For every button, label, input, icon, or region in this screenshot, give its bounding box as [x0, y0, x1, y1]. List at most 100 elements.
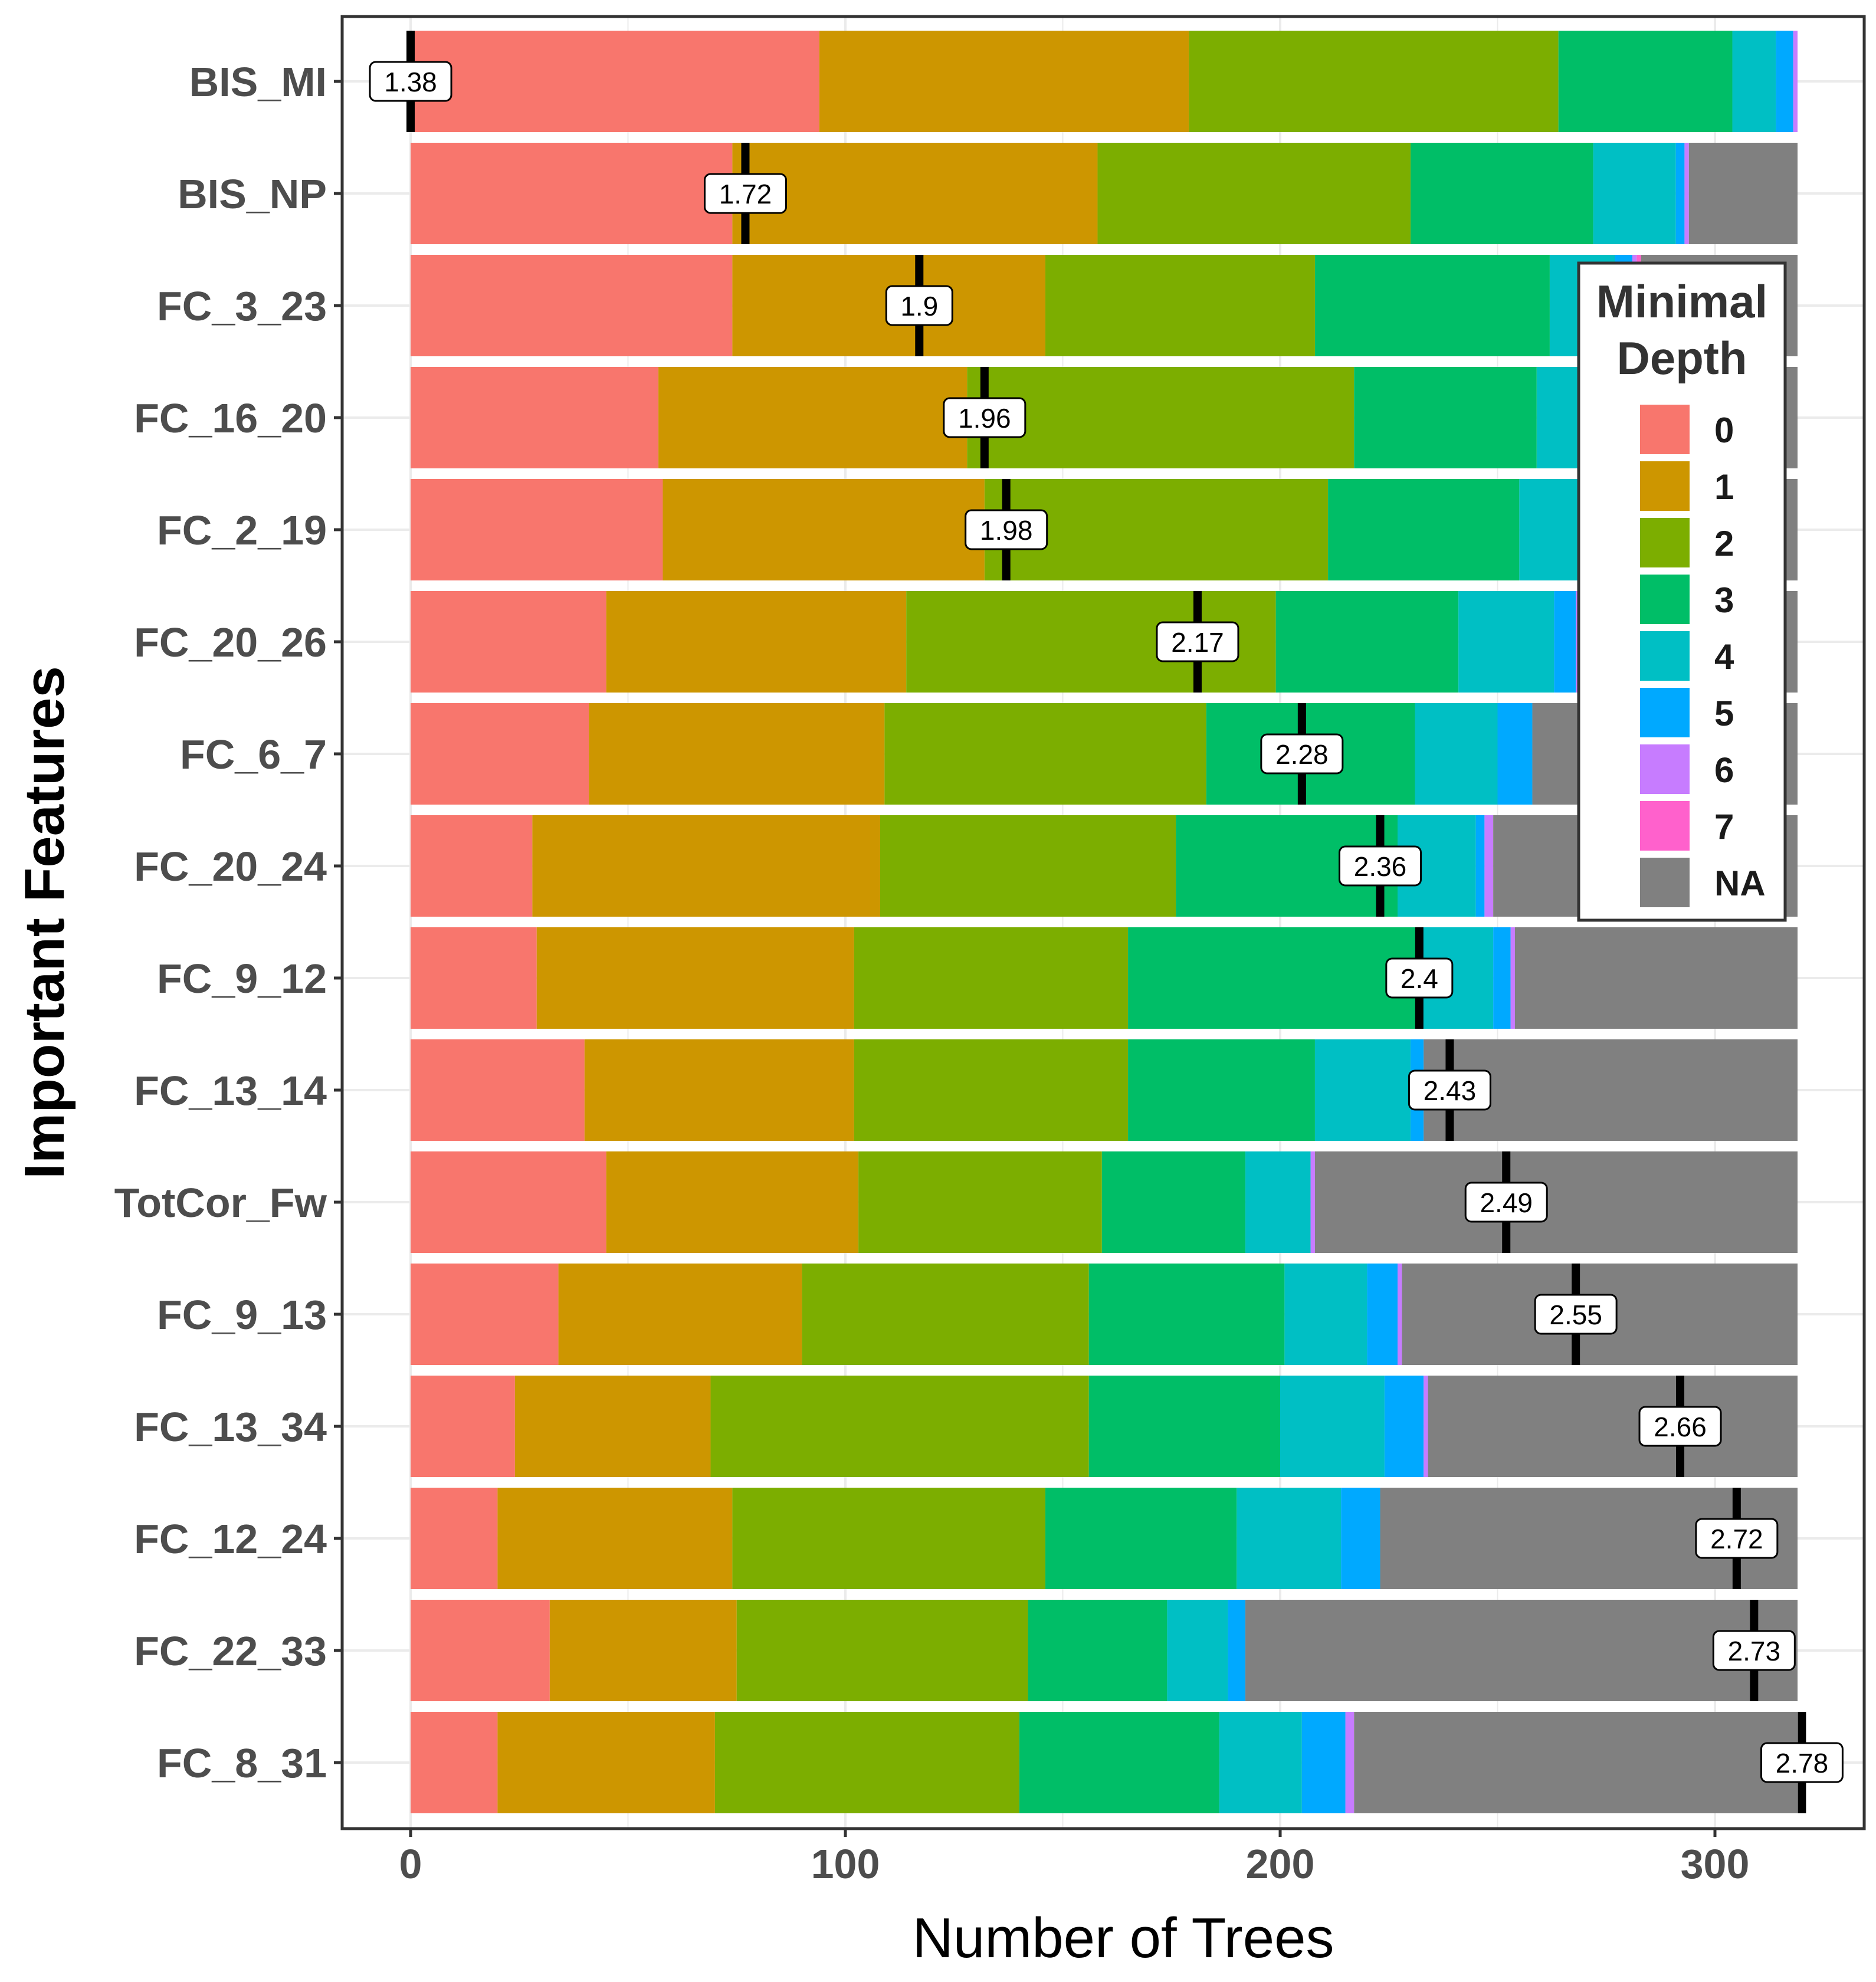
bar-segment-BIS_MI-depth-2 [1189, 31, 1559, 132]
bar-segment-FC_2_19-depth-1 [662, 479, 985, 580]
bar-segment-FC_22_33-depth-NA [1245, 1600, 1798, 1701]
bar-segment-TotCor_Fw-depth-0 [411, 1151, 606, 1253]
legend-label-1: 1 [1714, 467, 1734, 507]
bar-segment-FC_9_12-depth-0 [411, 927, 537, 1029]
y-tick-label-FC_9_12: FC_9_12 [157, 956, 327, 1002]
y-tick-label-FC_12_24: FC_12_24 [134, 1516, 327, 1562]
bar-segment-BIS_NP-depth-0 [411, 143, 733, 244]
bar-segment-FC_8_31-depth-5 [1301, 1712, 1346, 1813]
bar-segment-FC_22_33-depth-4 [1167, 1600, 1228, 1701]
bar-segment-FC_8_31-depth-2 [714, 1712, 1019, 1813]
bar-segment-FC_13_34-depth-6 [1424, 1376, 1428, 1477]
x-tick-label-0: 0 [399, 1841, 422, 1887]
legend-label-6: 6 [1714, 750, 1734, 790]
legend-key-1 [1640, 461, 1690, 511]
legend-key-2 [1640, 518, 1690, 567]
bar-segment-FC_20_24-depth-6 [1484, 815, 1494, 917]
bar-segment-FC_13_34-depth-NA [1428, 1376, 1798, 1477]
legend-label-3: 3 [1714, 580, 1734, 620]
bar-segment-BIS_MI-depth-6 [1793, 31, 1798, 132]
bar-segment-FC_9_12-depth-1 [536, 927, 854, 1029]
x-axis-ticks: 0 100 200 300 [399, 1829, 1749, 1887]
legend-key-4 [1640, 631, 1690, 681]
bar-segment-FC_6_7-depth-4 [1415, 703, 1498, 805]
stacked-bars [411, 31, 1798, 1813]
bar-segment-BIS_NP-depth-4 [1593, 143, 1676, 244]
bar-segment-FC_12_24-depth-1 [497, 1488, 733, 1589]
bar-segment-FC_13_14-depth-0 [411, 1039, 585, 1141]
bar-segment-FC_8_31-depth-6 [1345, 1712, 1354, 1813]
y-tick-label-FC_3_23: FC_3_23 [157, 283, 327, 329]
bar-segment-FC_20_26-depth-1 [606, 591, 907, 693]
bar-segment-FC_16_20-depth-0 [411, 367, 659, 468]
bar-segment-FC_20_26-depth-3 [1275, 591, 1459, 693]
bar-segment-BIS_NP-depth-5 [1675, 143, 1685, 244]
y-tick-label-BIS_NP: BIS_NP [178, 171, 327, 217]
mean-label-FC_3_23: 1.9 [900, 291, 938, 321]
y-tick-label-FC_2_19: FC_2_19 [157, 507, 327, 553]
bar-segment-FC_13_34-depth-5 [1384, 1376, 1424, 1477]
legend-label-7: 7 [1714, 807, 1734, 846]
bar-segment-FC_9_13-depth-5 [1367, 1264, 1398, 1365]
bar-segment-FC_22_33-depth-3 [1028, 1600, 1167, 1701]
y-tick-label-BIS_MI: BIS_MI [189, 59, 327, 105]
bar-segment-FC_2_19-depth-0 [411, 479, 663, 580]
mean-label-FC_9_13: 2.55 [1549, 1300, 1602, 1330]
mean-label-box-TotCor_Fw [1464, 1182, 1548, 1223]
x-tick-label-200: 200 [1246, 1841, 1315, 1887]
y-axis-ticks: BIS_MI BIS_NP FC_3_23 FC_16_20 FC_2_19 FC_20_… [114, 59, 342, 1786]
bar-segment-FC_9_13-depth-6 [1397, 1264, 1402, 1365]
y-tick-label-FC_22_33: FC_22_33 [134, 1628, 327, 1674]
bar-segment-FC_16_20-depth-3 [1354, 367, 1537, 468]
bar-segment-FC_12_24-depth-4 [1237, 1488, 1342, 1589]
bar-segment-BIS_NP-depth-NA [1688, 143, 1798, 244]
mean-label-FC_8_31: 2.78 [1776, 1748, 1829, 1778]
mean-label-box-FC_2_19 [965, 509, 1048, 550]
mean-label-FC_13_34: 2.66 [1654, 1412, 1707, 1442]
mean-label-box-FC_13_14 [1408, 1069, 1491, 1111]
mean-label-box-FC_3_23 [885, 285, 953, 326]
mean-label-BIS_NP: 1.72 [719, 179, 772, 209]
legend-key-3 [1640, 575, 1690, 624]
y-tick-label-FC_20_24: FC_20_24 [134, 844, 327, 890]
legend-key-6 [1640, 744, 1690, 794]
bar-segment-FC_9_12-depth-NA [1514, 927, 1798, 1029]
legend-key-0 [1640, 405, 1690, 454]
x-axis-title: Number of Trees [913, 1906, 1334, 1970]
bar-segment-FC_3_23-depth-3 [1314, 255, 1550, 356]
bar-segment-BIS_MI-depth-4 [1732, 31, 1776, 132]
mean-label-TotCor_Fw: 2.49 [1480, 1187, 1533, 1218]
bar-segment-FC_16_20-depth-1 [658, 367, 967, 468]
mean-label-FC_20_26: 2.17 [1171, 627, 1224, 658]
panel-border [340, 15, 1866, 1830]
bar-segment-FC_2_19-depth-3 [1328, 479, 1520, 580]
bar-segment-FC_6_7-depth-0 [411, 703, 589, 805]
bar-segment-FC_22_33-depth-5 [1228, 1600, 1246, 1701]
y-tick-label-TotCor_Fw: TotCor_Fw [114, 1180, 327, 1226]
mean-label-BIS_MI: 1.38 [384, 67, 437, 97]
bar-segment-FC_8_31-depth-1 [497, 1712, 715, 1813]
mean-label-box-FC_16_20 [943, 397, 1026, 438]
bar-segment-FC_8_31-depth-4 [1219, 1712, 1302, 1813]
mean-label-FC_22_33: 2.73 [1728, 1636, 1781, 1666]
bar-segment-FC_9_12-depth-3 [1128, 927, 1419, 1029]
bar-segment-FC_13_34-depth-1 [514, 1376, 711, 1477]
mean-label-FC_20_24: 2.36 [1354, 851, 1407, 882]
mean-label-box-FC_20_26 [1156, 621, 1239, 662]
y-tick-label-FC_6_7: FC_6_7 [180, 731, 327, 777]
bar-segment-FC_13_14-depth-4 [1314, 1039, 1411, 1141]
y-tick-label-FC_16_20: FC_16_20 [134, 395, 327, 441]
bar-segment-FC_6_7-depth-1 [589, 703, 885, 805]
bar-segment-FC_20_24-depth-1 [532, 815, 880, 917]
bar-segment-FC_8_31-depth-3 [1019, 1712, 1219, 1813]
legend-label-NA: NA [1714, 864, 1766, 903]
mean-label-box-FC_6_7 [1260, 733, 1344, 775]
legend-key-NA [1640, 858, 1690, 907]
bar-segment-FC_9_13-depth-4 [1284, 1264, 1367, 1365]
bar-segment-TotCor_Fw-depth-3 [1101, 1151, 1246, 1253]
bar-segment-FC_8_31-depth-NA [1354, 1712, 1798, 1813]
bar-segment-FC_13_14-depth-2 [854, 1039, 1129, 1141]
mean-label-box-FC_9_13 [1534, 1294, 1618, 1335]
bar-segment-FC_12_24-depth-5 [1341, 1488, 1380, 1589]
